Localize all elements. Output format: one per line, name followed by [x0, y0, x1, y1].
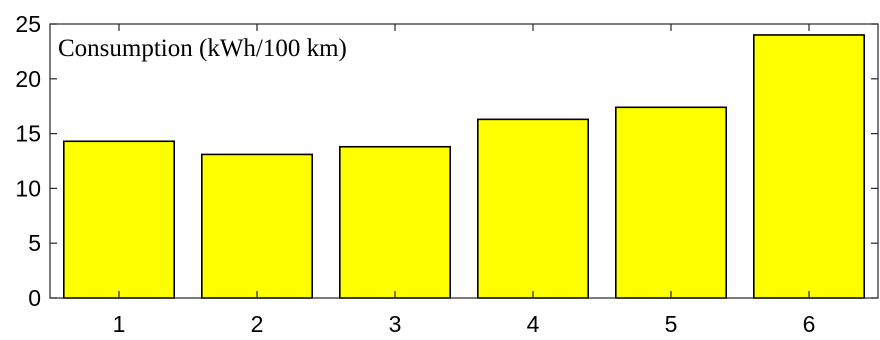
x-tick-label: 2 — [251, 311, 264, 337]
bar-6 — [752, 34, 865, 299]
chart-title: Consumption (kWh/100 km) — [58, 35, 347, 62]
x-ticks-group: 1 2 3 4 5 6 — [113, 24, 816, 337]
axes-group — [49, 23, 879, 299]
bar-1 — [62, 140, 176, 299]
x-tick-label: 6 — [803, 311, 816, 337]
x-tick-label: 1 — [113, 311, 126, 337]
bar-3 — [338, 145, 451, 299]
x-tick-label: 3 — [389, 311, 402, 337]
bar-4 — [476, 118, 589, 299]
plot-frame — [49, 23, 879, 299]
y-tick-label: 25 — [15, 11, 41, 37]
y-tick-label: 15 — [15, 121, 41, 147]
bars-group — [62, 34, 865, 299]
x-tick-label: 4 — [527, 311, 540, 337]
y-tick-label: 0 — [28, 285, 41, 311]
bar-2 — [201, 153, 314, 299]
bar-5 — [614, 106, 727, 299]
x-tick-label: 5 — [665, 311, 678, 337]
y-ticks-group: 0 5 10 15 20 25 — [15, 11, 878, 311]
y-tick-label: 10 — [15, 175, 41, 201]
y-tick-label: 5 — [28, 230, 41, 256]
y-tick-label: 20 — [15, 66, 41, 92]
